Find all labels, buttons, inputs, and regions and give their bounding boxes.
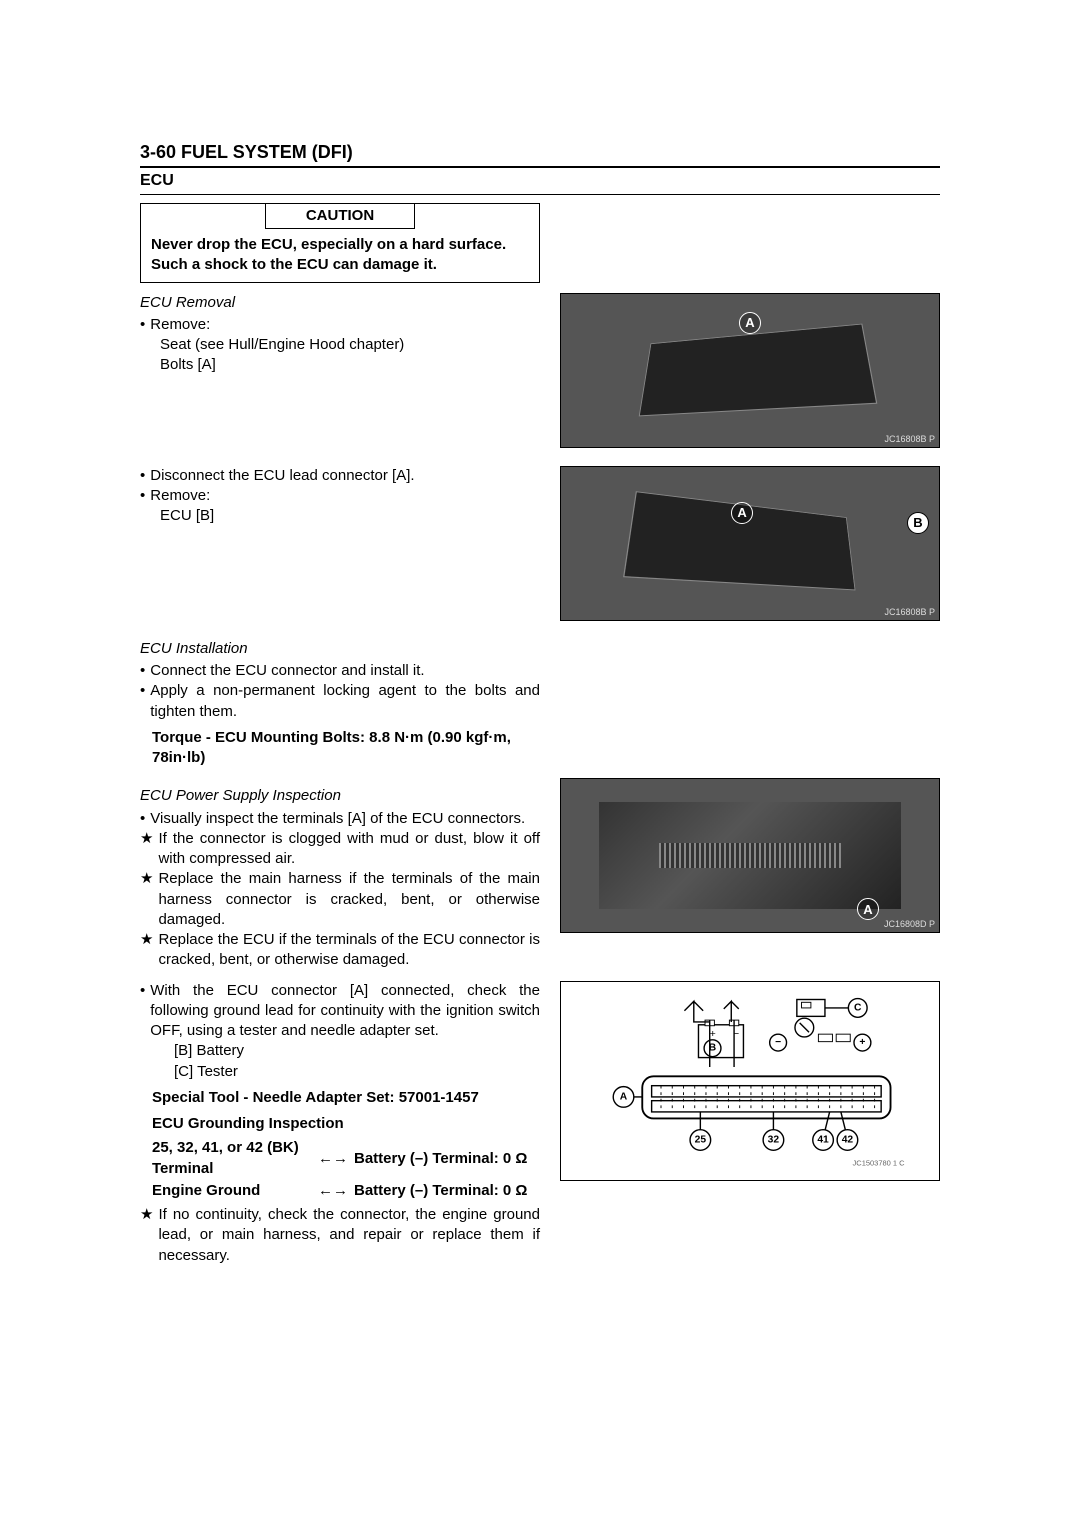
figure-ecu-connector: A B JC16808B P	[560, 466, 940, 621]
svg-text:C: C	[854, 1002, 862, 1013]
ground-row-value: Battery (–) Terminal: 0 Ω	[354, 1181, 527, 1201]
figure-ecu-bolts: A JC16808B P	[560, 293, 940, 448]
figure-label-a: A	[739, 312, 761, 334]
inspect-star: Replace the main harness if the terminal…	[158, 869, 540, 930]
install-step: Connect the ECU connector and install it…	[150, 661, 424, 681]
bullet-icon: •	[140, 681, 145, 722]
inspect-step: With the ECU connector [A] connected, ch…	[150, 981, 540, 1042]
svg-text:41: 41	[817, 1134, 829, 1145]
inspect-star: If the connector is clogged with mud or …	[158, 829, 540, 870]
svg-text:32: 32	[768, 1134, 780, 1145]
removal-item: Seat (see Hull/Engine Hood chapter)	[140, 335, 540, 355]
bullet-icon: •	[140, 466, 145, 486]
battery-label: [B] Battery	[140, 1041, 540, 1061]
star-icon: ★	[140, 1205, 153, 1266]
figure-label-a: A	[857, 898, 879, 920]
arrow-icon: ←→	[318, 1149, 348, 1169]
removal-item: ECU [B]	[140, 506, 540, 526]
figure-caption: JC16808B P	[884, 606, 935, 618]
disconnect-text: Disconnect the ECU lead connector [A].	[150, 466, 414, 486]
bullet-icon: •	[140, 315, 145, 335]
caution-text: Never drop the ECU, especially on a hard…	[141, 229, 539, 282]
inspection-title: ECU Power Supply Inspection	[140, 786, 540, 806]
inspect-star: If no continuity, check the connector, t…	[158, 1205, 540, 1266]
installation-title: ECU Installation	[140, 639, 540, 659]
inspect-step: Visually inspect the terminals [A] of th…	[150, 809, 525, 829]
star-icon: ★	[140, 930, 153, 971]
figure-label-b: B	[907, 512, 929, 534]
star-icon: ★	[140, 829, 153, 870]
arrow-icon: ←→	[318, 1181, 348, 1201]
ground-row-terminal: Engine Ground	[152, 1181, 312, 1201]
figure-ecu-terminals: A JC16808D P	[560, 778, 940, 933]
figure-label-a: A	[731, 502, 753, 524]
grounding-title: ECU Grounding Inspection	[140, 1114, 540, 1134]
svg-text:42: 42	[842, 1134, 854, 1145]
caution-box: CAUTION Never drop the ECU, especially o…	[140, 203, 540, 283]
svg-text:JC1503780 1 C: JC1503780 1 C	[853, 1158, 906, 1167]
svg-text:+: +	[710, 1029, 716, 1040]
inspect-star: Replace the ECU if the terminals of the …	[158, 930, 540, 971]
install-step: Apply a non-permanent locking agent to t…	[150, 681, 540, 722]
figure-caption: JC16808D P	[884, 918, 935, 930]
svg-text:25: 25	[695, 1134, 707, 1145]
svg-text:−: −	[775, 1037, 781, 1048]
figure-caption: JC16808B P	[884, 433, 935, 445]
removal-item: Bolts [A]	[140, 355, 540, 375]
section-header: ECU	[140, 170, 940, 195]
tester-label: [C] Tester	[140, 1062, 540, 1082]
wiring-diagram: C − + + − B	[560, 981, 940, 1181]
remove-label: Remove:	[150, 315, 210, 335]
caution-title: CAUTION	[265, 204, 415, 229]
bullet-icon: •	[140, 809, 145, 829]
svg-text:+: +	[859, 1037, 865, 1048]
svg-text:A: A	[620, 1091, 628, 1102]
torque-spec: Torque - ECU Mounting Bolts: 8.8 N·m (0.…	[140, 728, 540, 769]
ground-row-terminal: 25, 32, 41, or 42 (BK) Terminal	[152, 1138, 312, 1179]
bullet-icon: •	[140, 486, 145, 506]
bullet-icon: •	[140, 981, 145, 1042]
page-header: 3-60 FUEL SYSTEM (DFI)	[140, 140, 940, 168]
special-tool: Special Tool - Needle Adapter Set: 57001…	[140, 1088, 540, 1108]
removal-title: ECU Removal	[140, 293, 540, 313]
bullet-icon: •	[140, 661, 145, 681]
star-icon: ★	[140, 869, 153, 930]
ground-row-value: Battery (–) Terminal: 0 Ω	[354, 1149, 527, 1169]
remove-label: Remove:	[150, 486, 210, 506]
